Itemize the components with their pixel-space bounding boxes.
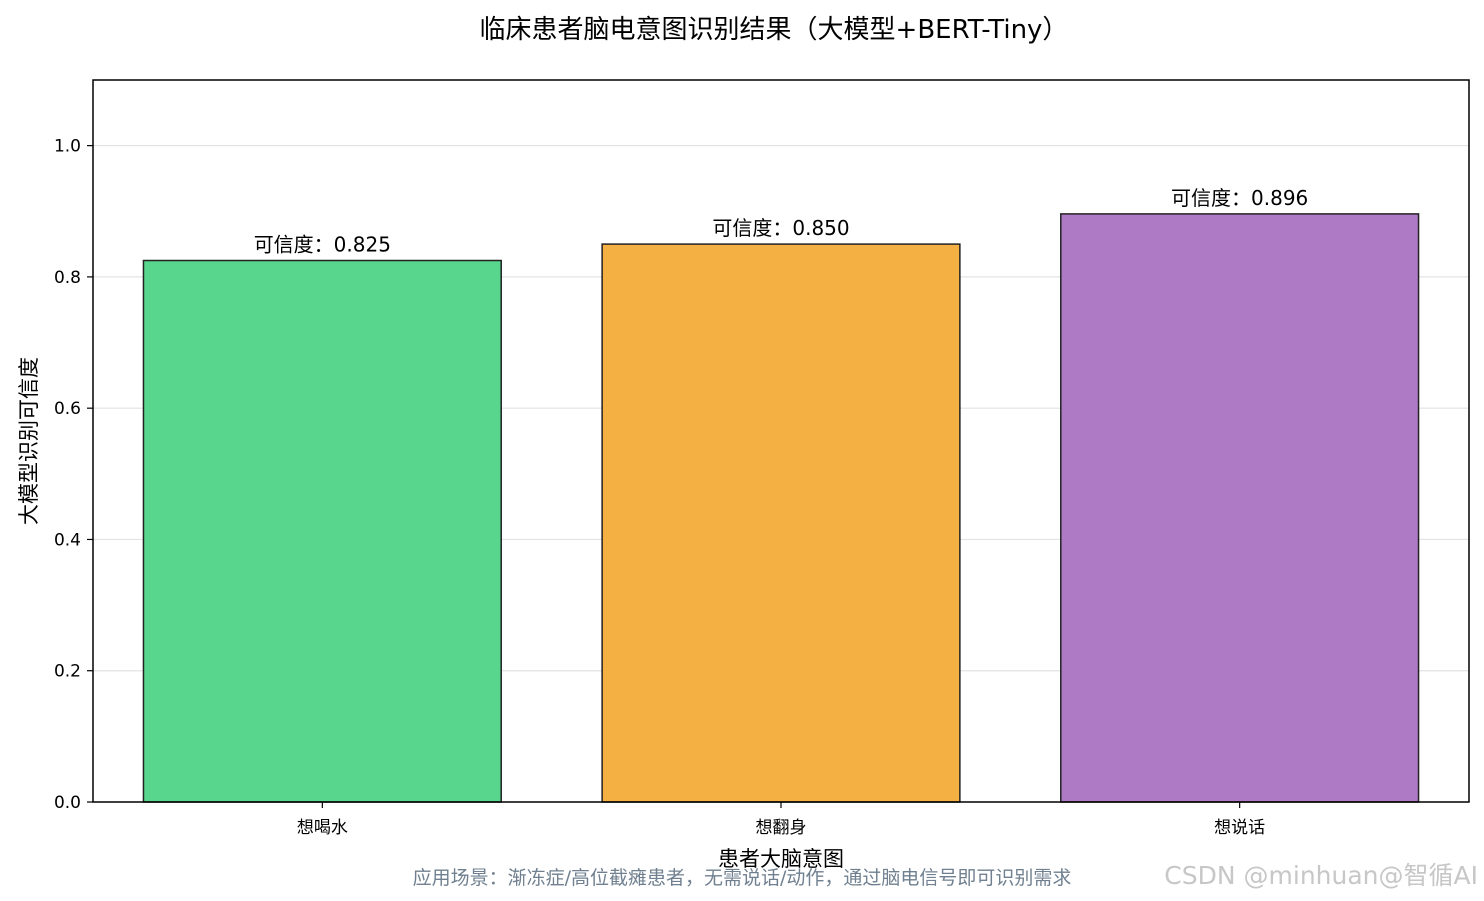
x-tick-label: 想说话 bbox=[1214, 818, 1265, 838]
watermark-text: CSDN @minhuan@智循AI bbox=[1164, 861, 1478, 890]
bar-value-label: 可信度：0.896 bbox=[1171, 186, 1308, 210]
bar-2 bbox=[601, 243, 961, 803]
y-tick-label: 1.0 bbox=[54, 137, 81, 157]
caption-text: 应用场景：渐冻症/高位截瘫患者，无需说话/动作，通过脑电信号即可识别需求 bbox=[413, 867, 1072, 889]
y-tick-label: 0.2 bbox=[54, 662, 81, 682]
x-axis-label: 患者大脑意图 bbox=[718, 847, 844, 871]
data-labels: 可信度：0.825 可信度：0.850 可信度：0.896 bbox=[254, 186, 1309, 257]
bars bbox=[142, 213, 1420, 803]
y-axis-label: 大模型识别可信度 bbox=[17, 357, 41, 525]
y-axis-ticks: 0.0 0.2 0.4 0.6 0.8 1.0 bbox=[54, 137, 93, 813]
y-tick-label: 0.6 bbox=[54, 399, 81, 419]
chart-title: 临床患者脑电意图识别结果（大模型+BERT-Tiny） bbox=[480, 15, 1069, 45]
x-tick-label: 想翻身 bbox=[756, 818, 807, 838]
y-tick-label: 0.4 bbox=[54, 530, 81, 550]
bar-value-label: 可信度：0.850 bbox=[712, 216, 849, 240]
x-tick-label: 想喝水 bbox=[297, 818, 348, 838]
y-tick-label: 0.8 bbox=[54, 268, 81, 288]
y-tick-label: 0.0 bbox=[54, 793, 81, 813]
bar-3 bbox=[1060, 213, 1420, 803]
bar-1 bbox=[142, 259, 502, 803]
x-axis-ticks: 想喝水 想翻身 想说话 bbox=[297, 802, 1265, 838]
bar-value-label: 可信度：0.825 bbox=[254, 233, 391, 257]
